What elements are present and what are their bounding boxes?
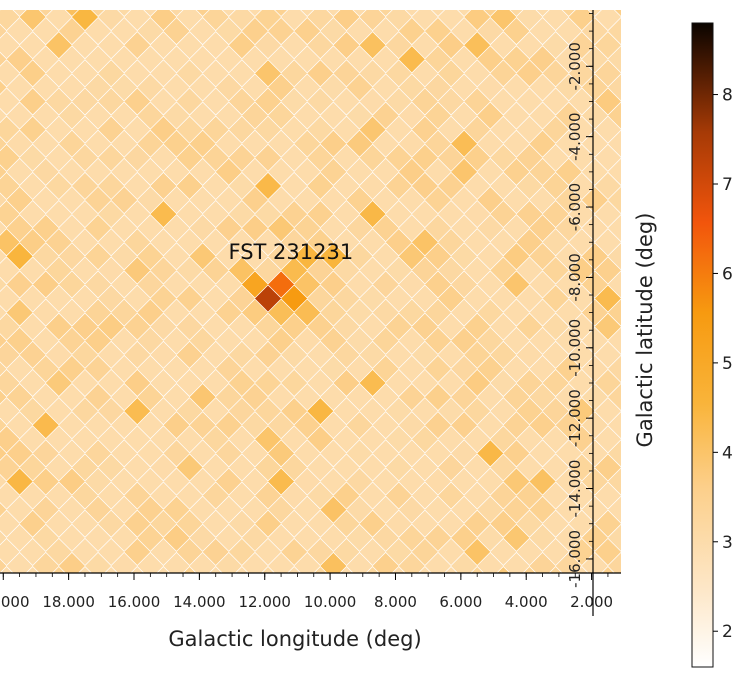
y-tick-label: -6.000: [566, 183, 584, 231]
heatmap-cell: [490, 0, 516, 2]
heatmap-cell: [634, 159, 660, 185]
sky-map-chart: FST 231231 20.000 18.000 16.000 14.000 12.00…: [0, 0, 747, 690]
x-tick-label: 14.000: [173, 593, 226, 611]
heatmap-cell: [621, 88, 647, 114]
x-tick-label: 12.000: [238, 593, 291, 611]
x-tick-label: 2.000: [570, 593, 613, 611]
heatmap-cell: [150, 0, 176, 2]
colorbar-tick-label: 3: [722, 533, 733, 553]
heatmap-cell: [281, 0, 307, 2]
x-tick-label: 4.000: [505, 593, 548, 611]
heatmap-cell: [621, 173, 647, 199]
x-tick-label: 6.000: [439, 593, 482, 611]
heatmap-cells: [0, 0, 660, 607]
heatmap-cell: [543, 0, 569, 2]
colorbar-gradient: [692, 23, 713, 667]
heatmap-cell: [307, 0, 333, 2]
heatmap-cell: [634, 74, 660, 100]
colorbar-tick-label: 4: [722, 443, 733, 463]
heatmap-cell: [634, 0, 660, 16]
y-tick-label: -4.000: [566, 112, 584, 160]
x-tick-label: 8.000: [374, 593, 417, 611]
heatmap-cell: [621, 145, 647, 171]
heatmap-cell: [229, 0, 255, 2]
colorbar-tick-label: 5: [722, 354, 733, 374]
heatmap-cell: [634, 553, 660, 579]
heatmap-cell: [203, 0, 229, 2]
heatmap-cell: [634, 497, 660, 523]
y-tick-label: -12.000: [566, 389, 584, 447]
colorbar-ticks: 2 3 4 5 6 7 8: [713, 86, 733, 643]
heatmap-cell: [176, 0, 202, 2]
heatmap-cell: [569, 0, 595, 2]
heatmap-cell: [464, 0, 490, 2]
heatmap-cell: [621, 60, 647, 86]
heatmap-cell: [621, 567, 647, 593]
heatmap-cell: [46, 0, 72, 2]
colorbar-tick-label: 7: [722, 175, 733, 195]
y-axis-label: Galactic latitude (deg): [633, 213, 657, 448]
heatmap-cell: [255, 0, 281, 2]
x-tick-label: 16.000: [108, 593, 161, 611]
heatmap-cell: [621, 539, 647, 565]
heatmap-cell: [621, 117, 647, 143]
x-tick-label: 10.000: [304, 593, 357, 611]
x-tick-label: 18.000: [42, 593, 95, 611]
heatmap-cell: [634, 131, 660, 157]
source-label: FST 231231: [229, 240, 354, 264]
heatmap-cell: [621, 511, 647, 537]
heatmap-cell: [634, 102, 660, 128]
colorbar-tick-label: 2: [722, 622, 733, 642]
y-tick-label: -14.000: [566, 460, 584, 518]
heatmap-cell: [595, 0, 621, 2]
colorbar: 2 3 4 5 6 7 8: [692, 23, 733, 667]
x-axis-label: Galactic longitude (deg): [168, 627, 421, 651]
heatmap-cell: [634, 46, 660, 72]
heatmap-cell: [634, 468, 660, 494]
x-tick-label: 20.000: [0, 593, 30, 611]
heatmap-cell: [634, 525, 660, 551]
heatmap-cell: [360, 0, 386, 2]
heatmap-cell: [98, 0, 124, 2]
heatmap-cell: [621, 4, 647, 30]
heatmap-cell: [621, 0, 647, 2]
heatmap-cell: [621, 483, 647, 509]
heatmap-cell: [438, 0, 464, 2]
y-tick-label: -2.000: [566, 42, 584, 90]
y-tick-label: -8.000: [566, 253, 584, 301]
heatmap-cell: [516, 0, 542, 2]
heatmap-cell: [634, 187, 660, 213]
y-tick-label: -16.000: [566, 530, 584, 588]
heatmap-cell: [412, 0, 438, 2]
y-tick-label: -10.000: [566, 319, 584, 377]
heatmap-cell: [333, 0, 359, 2]
heatmap-cell: [20, 0, 46, 2]
colorbar-tick-label: 8: [722, 86, 733, 106]
heatmap-cell: [621, 32, 647, 58]
colorbar-tick-label: 6: [722, 264, 733, 284]
heatmap-cell: [621, 454, 647, 480]
heatmap-cell: [634, 581, 660, 607]
heatmap-cell: [0, 0, 20, 2]
heatmap-cell: [386, 0, 412, 2]
heatmap-cell: [72, 0, 98, 2]
heatmap-cell: [124, 0, 150, 2]
heatmap-cell: [634, 18, 660, 44]
x-ticks: 20.000 18.000 16.000 14.000 12.000 10.000 8.00…: [0, 573, 613, 611]
